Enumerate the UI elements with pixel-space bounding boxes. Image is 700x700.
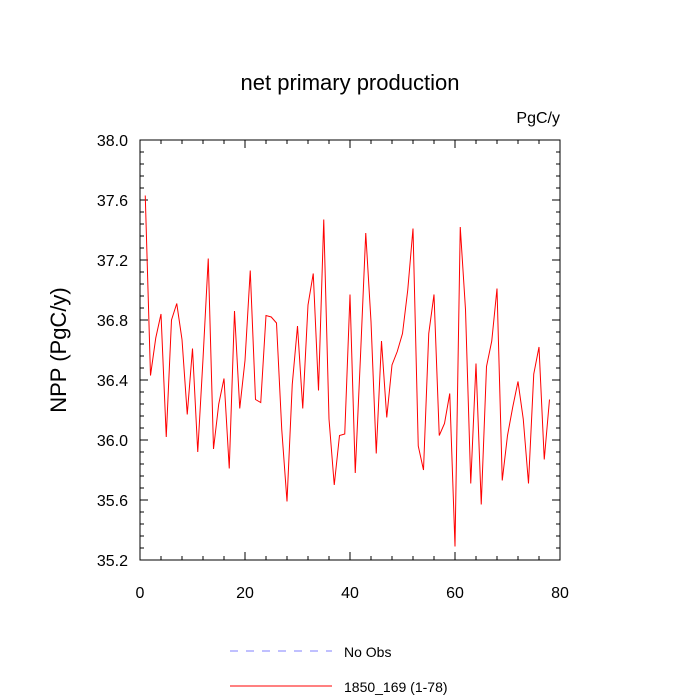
series-line: [144, 195, 550, 547]
x-tick-label: 20: [236, 585, 254, 602]
chart-title: net primary production: [241, 70, 460, 95]
legend-label: No Obs: [344, 644, 391, 660]
y-tick-label: 38.0: [97, 133, 128, 150]
x-tick-label: 80: [551, 585, 569, 602]
y-axis-label: NPP (PgC/y): [46, 287, 71, 413]
axis-ticks: 0 20 40 60 80 35.2 35.6 36.0 36.4 36.8 37.2 37.6 38.…: [97, 133, 569, 602]
y-tick-label: 36.4: [97, 373, 128, 390]
legend: No Obs 1850_169 (1-78): [230, 644, 448, 695]
x-tick-label: 40: [341, 585, 359, 602]
x-tick-label: 60: [446, 585, 464, 602]
y-tick-label: 35.2: [97, 553, 128, 570]
y-tick-label: 35.6: [97, 493, 128, 510]
x-tick-label: 0: [136, 585, 145, 602]
y-tick-label: 36.8: [97, 313, 128, 330]
y-tick-label: 37.6: [97, 193, 128, 210]
y-tick-label: 36.0: [97, 433, 128, 450]
y-tick-label: 37.2: [97, 253, 128, 270]
legend-label: 1850_169 (1-78): [344, 679, 448, 695]
units-label: PgC/y: [516, 110, 560, 127]
series-group: [144, 195, 550, 547]
